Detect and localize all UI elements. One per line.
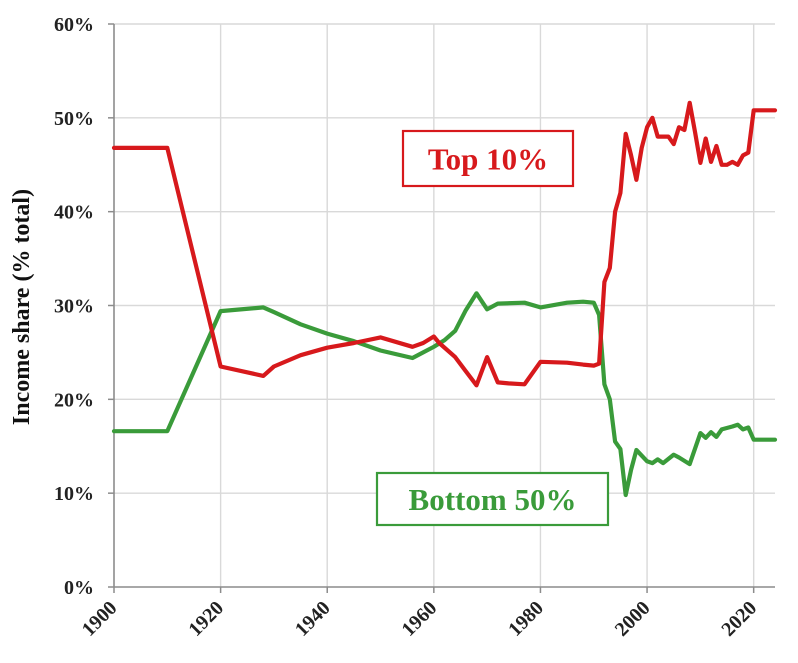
top-10-line bbox=[111, 100, 778, 388]
top-10-label-text: Top 10% bbox=[428, 142, 548, 177]
x-tick-label: 1980 bbox=[504, 597, 548, 641]
y-tick-label: 40% bbox=[54, 202, 94, 224]
x-tick-label: 2000 bbox=[611, 597, 655, 641]
x-tick-label: 1900 bbox=[78, 597, 122, 641]
series-labels: Top 10% Bottom 50% bbox=[375, 129, 610, 527]
y-tick-label: 50% bbox=[54, 108, 94, 130]
top-10-label: Top 10% bbox=[401, 129, 575, 188]
y-axis-label: Income share (% total) bbox=[9, 189, 35, 425]
x-tick-label: 1920 bbox=[184, 597, 228, 641]
top-10-label-box bbox=[401, 129, 575, 188]
bottom-50-line bbox=[111, 291, 778, 498]
x-tick-label: 1960 bbox=[398, 597, 442, 641]
y-tick-labels: 0% 10% 20% 30% 40% 50% 60% bbox=[54, 14, 94, 599]
y-tick-label: 0% bbox=[64, 577, 94, 599]
x-tick-labels: 1900 1920 1940 1960 1980 2000 2020 bbox=[78, 597, 762, 641]
y-tick-label: 30% bbox=[54, 296, 94, 318]
x-tick-label: 2020 bbox=[717, 597, 761, 641]
axes bbox=[108, 23, 775, 593]
y-tick-label: 10% bbox=[54, 483, 94, 505]
bottom-50-label: Bottom 50% bbox=[375, 471, 610, 527]
y-tick-label: 20% bbox=[54, 389, 94, 411]
y-tick-label: 60% bbox=[54, 14, 94, 36]
bottom-50-label-box bbox=[375, 471, 610, 527]
series-lines bbox=[111, 100, 778, 498]
x-tick-label: 1940 bbox=[291, 597, 335, 641]
bottom-50-label-text: Bottom 50% bbox=[409, 482, 577, 517]
